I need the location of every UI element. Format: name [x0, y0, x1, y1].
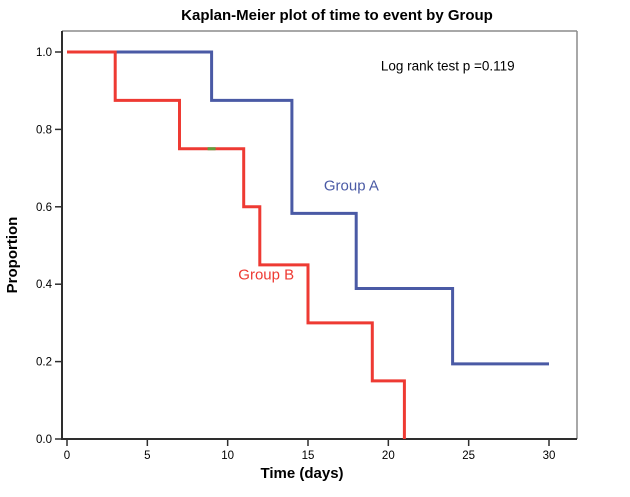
y-tick-label: 0.4: [36, 279, 53, 291]
y-tick-label: 0.2: [36, 357, 52, 369]
x-tick-label: 30: [543, 450, 556, 462]
km-curve-group-b: [67, 50, 406, 439]
y-tick-label: 0.0: [36, 434, 52, 446]
y-tick-label: 0.6: [36, 202, 52, 214]
x-tick-label: 20: [382, 450, 395, 462]
x-tick-label: 10: [221, 450, 234, 462]
series-label-group-a: Group A: [324, 178, 379, 195]
log-rank-annotation: Log rank test p =0.119: [381, 59, 515, 74]
x-tick-label: 25: [462, 450, 475, 462]
km-curve-group-a: [67, 50, 549, 366]
x-axis-title: Time (days): [260, 465, 343, 482]
y-tick-label: 0.8: [36, 124, 52, 136]
chart-title: Kaplan-Meier plot of time to event by Gr…: [181, 7, 493, 24]
y-tick-label: 1.0: [36, 47, 52, 59]
x-tick-label: 0: [64, 450, 70, 462]
x-tick-label: 15: [302, 450, 315, 462]
series-label-group-b: Group B: [238, 267, 294, 284]
y-axis-title: Proportion: [4, 217, 21, 294]
x-tick-label: 5: [144, 450, 150, 462]
